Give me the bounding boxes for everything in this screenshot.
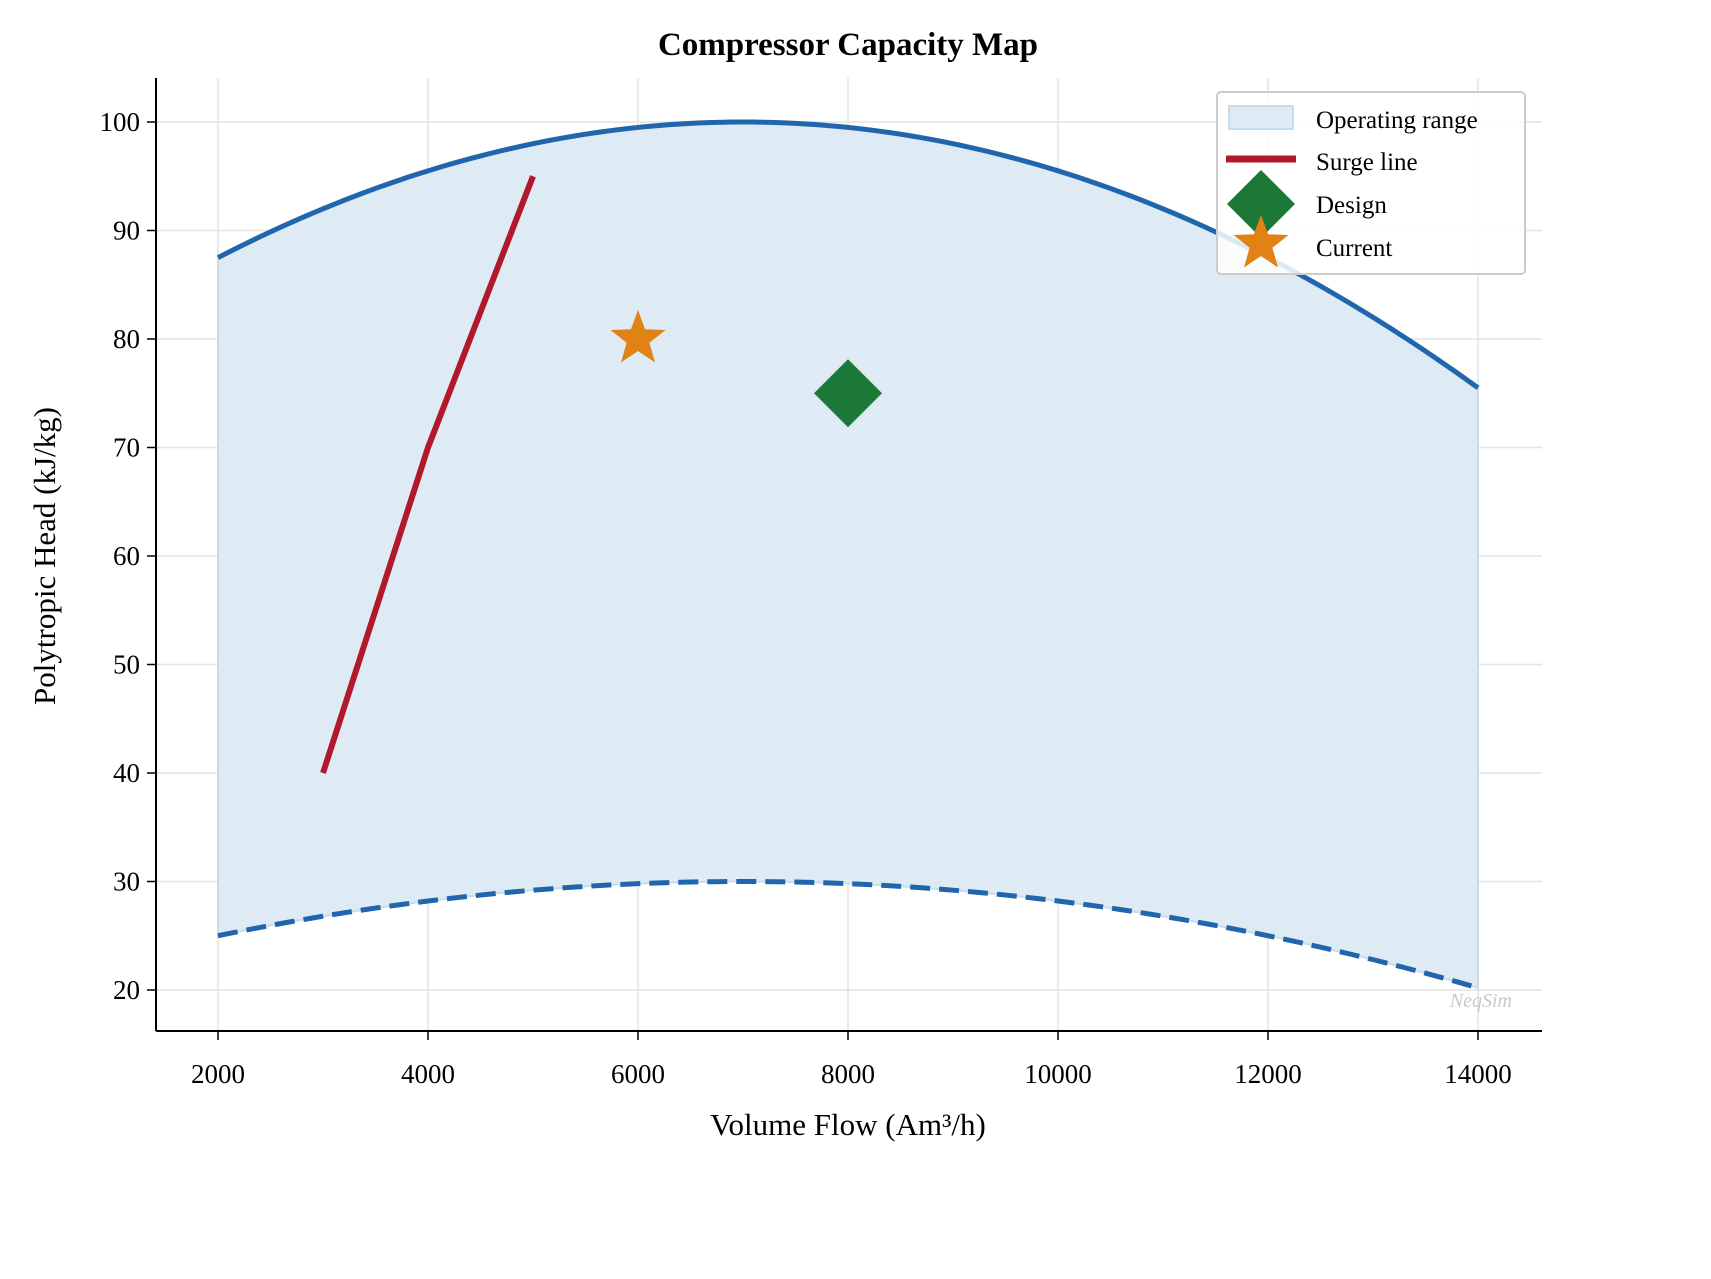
x-tick-label: 4000 [401, 1059, 455, 1089]
y-tick-label: 70 [113, 433, 140, 463]
x-tick-label: 8000 [821, 1059, 875, 1089]
legend-label-operating-range: Operating range [1316, 107, 1478, 134]
current-star-shape [1233, 215, 1289, 268]
watermark: NeqSim [1449, 990, 1512, 1012]
y-tick-label: 90 [113, 216, 140, 246]
legend-label-surge-line: Surge line [1316, 149, 1418, 176]
y-ticks: 20 30 40 50 60 70 80 90 100 [100, 107, 156, 1005]
y-tick-label: 80 [113, 324, 140, 354]
x-tick-label: 2000 [191, 1059, 245, 1089]
plot-area [216, 119, 1480, 991]
design-diamond-icon [1227, 170, 1295, 238]
design-point-marker [814, 359, 882, 428]
y-tick-label: 50 [113, 650, 140, 680]
surge-line [320, 175, 536, 774]
x-tick-label: 12000 [1234, 1059, 1302, 1089]
chart-title: Compressor Capacity Map [658, 27, 1038, 63]
axes [155, 78, 1542, 1032]
y-tick-label: 20 [113, 975, 140, 1005]
x-tick-label: 10000 [1024, 1059, 1092, 1089]
y-tick-label: 60 [113, 541, 140, 571]
legend-box [1216, 91, 1526, 275]
current-star-icon [1233, 215, 1289, 268]
y-axis-label: Polytropic Head (kJ/kg) [27, 407, 62, 705]
legend: Operating range Surge line Design Curren… [1216, 91, 1526, 275]
y-tick-label: 100 [100, 107, 141, 137]
x-tick-label: 6000 [611, 1059, 665, 1089]
min-speed-curve [217, 878, 1479, 991]
x-axis-label: Volume Flow (Am³/h) [710, 1107, 986, 1142]
operating-range-swatch-icon [1228, 105, 1294, 130]
current-point-marker [610, 310, 666, 363]
legend-label-current: Current [1316, 235, 1392, 262]
x-ticks: 2000 4000 6000 8000 10000 12000 14000 [191, 1031, 1512, 1089]
y-tick-label: 30 [113, 867, 140, 897]
x-tick-label: 14000 [1444, 1059, 1512, 1089]
y-tick-label: 40 [113, 758, 140, 788]
legend-label-design: Design [1316, 192, 1387, 219]
